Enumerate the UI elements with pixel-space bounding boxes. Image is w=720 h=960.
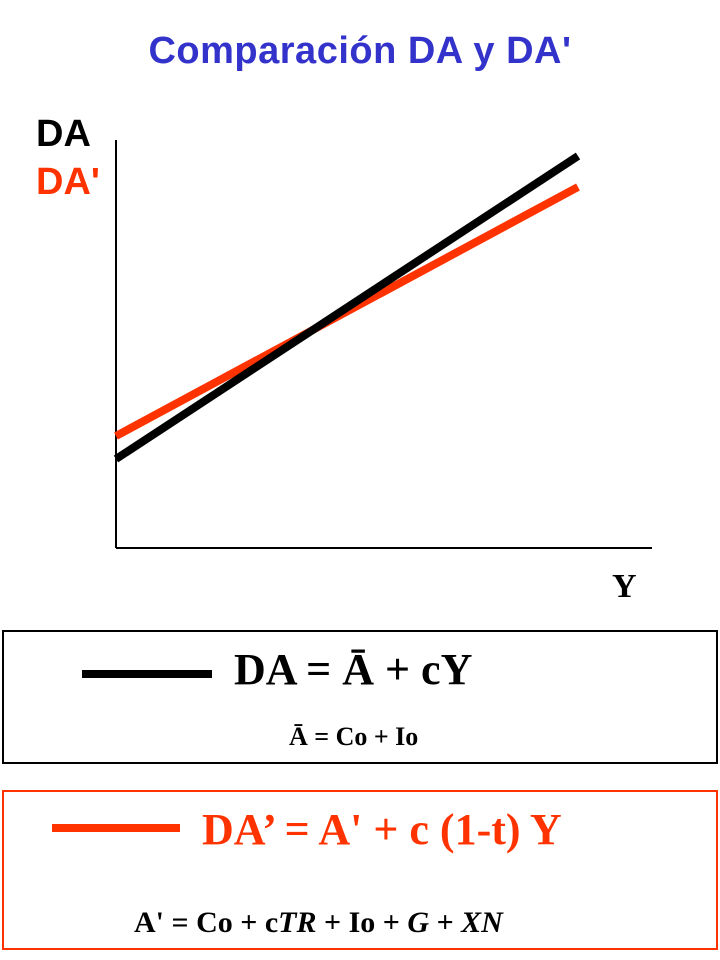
dap-def-part-1: A' = Co + c xyxy=(134,906,279,939)
da-autonomous-definition: Ā = Co + Io xyxy=(289,722,419,751)
dap-legend-swatch xyxy=(52,824,180,832)
dap-def-tr: TR xyxy=(278,906,317,939)
page-title: Comparación DA y DA' xyxy=(148,30,572,72)
da-legend-swatch xyxy=(82,670,212,678)
dap-autonomous-definition: A' = Co + cTR + Io + G + XN xyxy=(134,906,503,940)
dap-def-part-5: + xyxy=(429,906,462,939)
da-comparison-graph xyxy=(113,140,652,549)
dap-equation: DA’ = A' + c (1-t) Y xyxy=(202,805,562,854)
dap-def-xn: XN xyxy=(461,906,503,939)
x-axis-label: Y xyxy=(612,568,637,605)
da-equation-box: DA = Ā + cY Ā = Co + Io xyxy=(2,630,718,764)
y-axis-label-da: DA xyxy=(36,113,91,155)
dap-def-part-3: + Io + xyxy=(316,906,408,939)
y-axis-label-dap: DA' xyxy=(36,161,100,203)
da-equation: DA = Ā + cY xyxy=(234,645,473,694)
da-line xyxy=(113,152,581,463)
dap-equation-box: DA’ = A' + c (1-t) Y A' = Co + cTR + Io … xyxy=(2,790,718,950)
dap-def-g: G xyxy=(407,906,430,939)
